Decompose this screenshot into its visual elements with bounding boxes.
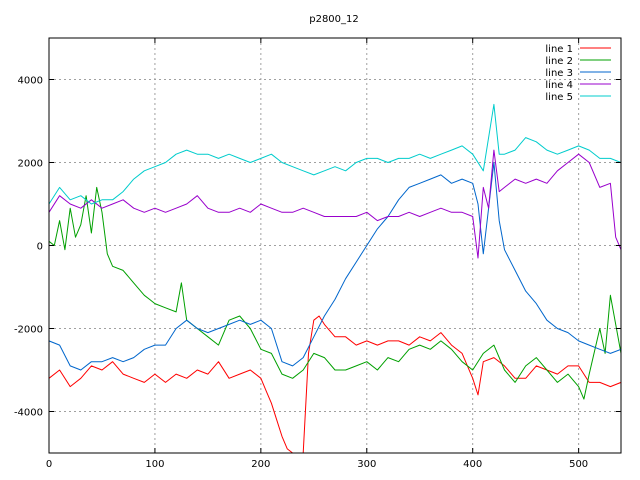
grid <box>49 38 621 453</box>
series-line-5 <box>49 103 621 205</box>
series-line-4 <box>49 149 621 259</box>
y-tick-label: -4000 <box>14 408 43 419</box>
chart-title: p2800_12 <box>309 14 359 25</box>
plot-area <box>49 103 621 453</box>
x-tick-label: 400 <box>463 459 482 470</box>
x-tick-label: 500 <box>569 459 588 470</box>
axes: 0 100 200 300 400 500 -4000 -2000 0 2000 4000 <box>14 38 621 470</box>
y-tick-label: -2000 <box>14 325 43 336</box>
y-tick-label: 4000 <box>18 76 43 87</box>
y-tick-label: 0 <box>37 242 43 253</box>
x-tick-label: 300 <box>357 459 376 470</box>
y-tick-label: 2000 <box>18 159 43 170</box>
x-tick-label: 100 <box>145 459 164 470</box>
legend-label: line 2 <box>545 56 573 67</box>
legend-label: line 3 <box>545 68 573 79</box>
series-line-2 <box>49 186 621 400</box>
series-line-1 <box>49 315 621 453</box>
legend-label: line 5 <box>545 92 573 103</box>
legend-label: line 4 <box>545 80 573 91</box>
x-tick-label: 200 <box>251 459 270 470</box>
x-tick-label: 0 <box>46 459 52 470</box>
legend-label: line 1 <box>545 44 573 55</box>
series-line-3 <box>49 162 621 371</box>
